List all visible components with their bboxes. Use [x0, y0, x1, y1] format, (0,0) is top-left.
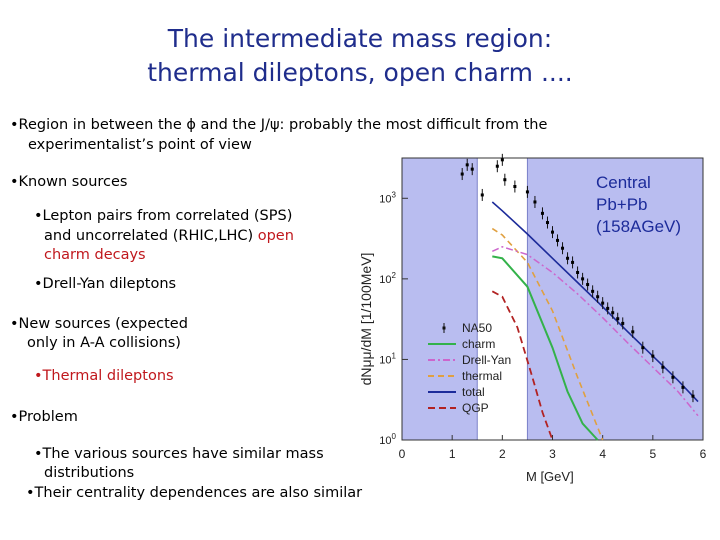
annotation-line-2: Pb+Pb — [596, 195, 648, 214]
legend-label-na50: NA50 — [462, 321, 492, 335]
data-point — [540, 211, 544, 215]
data-point — [606, 306, 610, 310]
sub-bullet-similar-mass: •The various sources have similar mass — [34, 446, 324, 462]
shaded-band-2 — [526, 157, 704, 441]
annotation-line-3: (158AGeV) — [596, 217, 681, 236]
data-point — [621, 321, 625, 325]
data-point — [651, 354, 655, 358]
dimuon-mass-plot: 0 1 2 3 4 5 6 100 101 102 103 NA50 charm Drell-Yan th… — [358, 153, 707, 484]
x-tick-label: 0 — [399, 447, 406, 461]
shaded-bands — [401, 157, 704, 441]
y-tick-label: 101 — [379, 351, 396, 366]
data-point — [571, 260, 575, 264]
legend-label-charm: charm — [462, 337, 495, 351]
data-point — [576, 270, 580, 274]
data-point — [533, 200, 537, 204]
legend-label-drell-yan: Drell-Yan — [462, 353, 511, 367]
curve-charm — [492, 255, 599, 441]
y-tick-label: 103 — [379, 190, 396, 205]
sub-bullet-centrality: •Their centrality dependences are also s… — [26, 485, 363, 501]
legend-label-qgp: QGP — [462, 401, 489, 415]
bullet-region: •Region in between the ϕ and the J/ψ: pr… — [10, 117, 548, 133]
data-point — [566, 256, 570, 260]
title-line-2: thermal dileptons, open charm .... — [147, 58, 573, 87]
curve-thermal — [491, 227, 604, 441]
slide-title: The intermediate mass region: thermal di… — [0, 22, 720, 90]
bullet-known-sources: •Known sources — [10, 174, 128, 190]
title-line-1: The intermediate mass region: — [167, 24, 553, 53]
y-axis-label: dNμμ/dM [1/100MeV] — [358, 253, 374, 386]
data-point — [591, 289, 595, 293]
axis-ticks: 0 1 2 3 4 5 6 100 101 102 103 — [379, 190, 706, 461]
sub-bullet-lepton-pairs-cont: and uncorrelated (RHIC,LHC) open — [44, 226, 294, 246]
data-point — [596, 295, 600, 299]
y-tick-label: 100 — [379, 432, 396, 447]
data-point — [470, 167, 474, 171]
data-point — [545, 221, 549, 225]
data-point — [681, 385, 685, 389]
legend-label-total: total — [462, 385, 485, 399]
sub-bullet-thermal: •Thermal dileptons — [34, 368, 174, 384]
sub-bullet-lepton-pairs: •Lepton pairs from correlated (SPS) — [34, 208, 293, 224]
data-point — [691, 394, 695, 398]
sub-bullet-drell-yan: •Drell-Yan dileptons — [34, 276, 177, 292]
data-point — [561, 246, 565, 250]
data-point — [611, 311, 615, 315]
data-point — [460, 172, 464, 176]
data-point — [631, 330, 635, 334]
data-point — [503, 178, 507, 182]
open-text: open — [257, 228, 294, 244]
data-point — [556, 238, 560, 242]
x-tick-label: 6 — [700, 447, 707, 461]
sub-bullet-charm-decays: charm decays — [44, 247, 146, 263]
x-axis-label: M [GeV] — [526, 469, 574, 484]
data-point — [465, 163, 469, 167]
data-point — [671, 375, 675, 379]
data-point — [616, 317, 620, 321]
data-point — [661, 365, 665, 369]
legend-marker-na50-point — [442, 326, 446, 330]
model-curves — [491, 201, 699, 441]
legend: NA50 charm Drell-Yan thermal total QGP — [428, 321, 511, 415]
data-point — [525, 190, 529, 194]
data-point — [500, 158, 504, 162]
y-tick-label: 102 — [379, 271, 396, 286]
bullet-problem: •Problem — [10, 409, 78, 425]
data-point — [495, 164, 499, 168]
na50-data-points — [460, 153, 695, 403]
data-point — [581, 277, 585, 281]
uncorrelated-text: and uncorrelated (RHIC,LHC) — [44, 228, 258, 244]
x-tick-label: 3 — [549, 447, 556, 461]
x-tick-label: 4 — [599, 447, 606, 461]
bullet-region-cont: experimentalist’s point of view — [28, 137, 252, 153]
bullet-new-sources: •New sources (expected — [10, 316, 188, 332]
data-point — [641, 346, 645, 350]
sub-bullet-similar-mass-cont: distributions — [44, 465, 135, 481]
bullet-new-sources-cont: only in A-A collisions) — [27, 335, 181, 351]
legend-label-thermal: thermal — [462, 369, 502, 383]
curve-qgp — [491, 290, 554, 441]
x-tick-label: 5 — [649, 447, 656, 461]
x-tick-label: 1 — [449, 447, 456, 461]
curve-total — [491, 201, 699, 403]
data-point — [601, 301, 605, 305]
data-point — [513, 185, 517, 189]
annotation-line-1: Central — [596, 173, 651, 192]
x-tick-label: 2 — [499, 447, 506, 461]
plot-annotation: Central Pb+Pb (158AGeV) — [596, 173, 681, 236]
data-point — [480, 193, 484, 197]
data-point — [551, 230, 554, 234]
data-point — [586, 283, 590, 287]
